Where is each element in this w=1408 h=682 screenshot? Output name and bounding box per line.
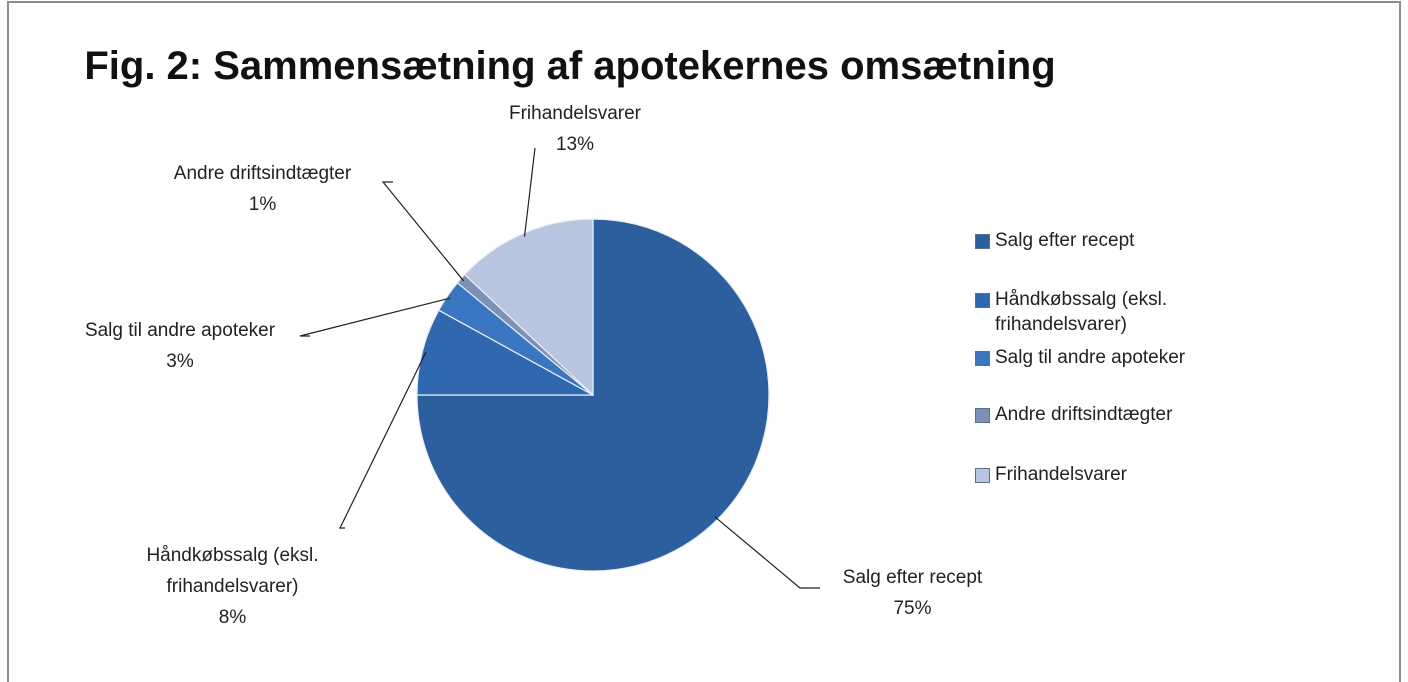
legend-swatch	[975, 468, 990, 483]
chart-title: Fig. 2: Sammensætning af apotekernes oms…	[84, 44, 1056, 88]
data-label: Salg efter recept 75%	[800, 562, 1025, 624]
chart-frame	[7, 1, 1401, 682]
leader-line	[381, 181, 465, 282]
label-value: 3%	[166, 351, 194, 372]
label-value: 8%	[218, 607, 247, 628]
label-category: Håndkøbssalg (eksl. frihandelsvarer)	[146, 545, 319, 597]
data-label: Andre driftsindtægter 1%	[130, 158, 395, 220]
legend-entry: Andre driftsindtægter	[975, 402, 1235, 427]
label-value: 1%	[248, 194, 277, 215]
label-category: Salg til andre apoteker	[84, 320, 276, 341]
legend-swatch	[975, 408, 990, 423]
legend-label: Salg til andre apoteker	[995, 347, 1186, 368]
label-value: 75%	[893, 598, 932, 619]
leader-line	[299, 297, 451, 337]
legend-entry: Salg efter recept	[975, 228, 1235, 253]
pie-slice	[463, 218, 594, 397]
leader-line	[714, 516, 820, 589]
legend-entry: Håndkøbssalg (eksl. frihandelsvarer)	[975, 287, 1235, 337]
legend-swatch	[975, 293, 990, 308]
legend-swatch	[975, 234, 990, 249]
data-label: Frihandelsvarer 13%	[475, 98, 675, 160]
data-label: Salg til andre apoteker 3%	[40, 315, 320, 377]
data-label: Håndkøbssalg (eksl. frihandelsvarer) 8%	[120, 540, 345, 633]
label-category: Salg efter recept	[842, 567, 983, 588]
legend-label: Frihandelsvarer	[995, 464, 1127, 485]
legend-entry: Salg til andre apoteker	[975, 345, 1235, 370]
label-category: Andre driftsindtægter	[173, 163, 352, 184]
leader-line	[523, 147, 536, 237]
legend-label: Håndkøbssalg (eksl. frihandelsvarer)	[995, 289, 1168, 335]
legend-label: Salg efter recept	[995, 230, 1135, 251]
pie-slice	[416, 309, 594, 396]
label-value: 13%	[555, 134, 595, 155]
leader-line	[339, 351, 427, 529]
legend-entry: Frihandelsvarer	[975, 462, 1235, 487]
legend-label: Andre driftsindtægter	[995, 404, 1173, 425]
legend-swatch	[975, 351, 990, 366]
label-category: Frihandelsvarer	[509, 103, 641, 124]
